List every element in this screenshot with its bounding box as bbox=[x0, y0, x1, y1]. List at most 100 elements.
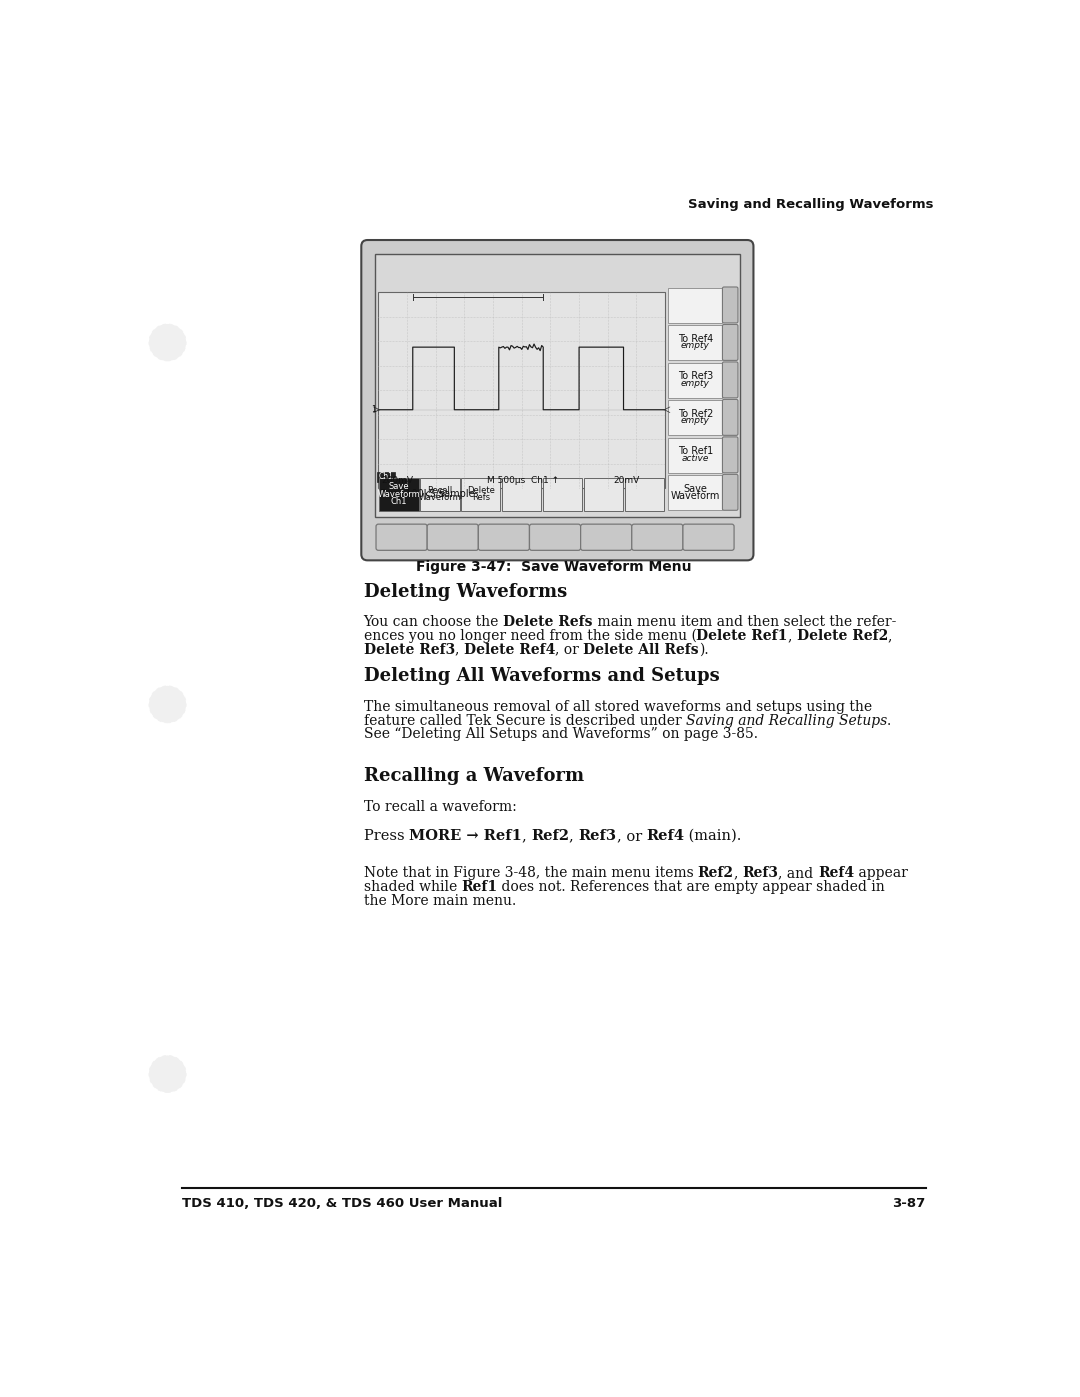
Text: Waveform: Waveform bbox=[671, 490, 720, 500]
Text: Ref2: Ref2 bbox=[531, 828, 569, 842]
Text: (main).: (main). bbox=[685, 828, 742, 842]
Text: Run: 100kS/s: Run: 100kS/s bbox=[380, 489, 444, 499]
FancyBboxPatch shape bbox=[529, 524, 581, 550]
Text: active: active bbox=[681, 454, 708, 462]
Circle shape bbox=[149, 324, 186, 360]
Bar bbox=[669, 363, 723, 398]
Text: Sample: Sample bbox=[438, 489, 475, 499]
Text: .: . bbox=[887, 714, 891, 728]
FancyBboxPatch shape bbox=[632, 524, 683, 550]
Text: Ref2: Ref2 bbox=[698, 866, 733, 880]
Bar bbox=[501, 478, 541, 511]
Text: Save: Save bbox=[389, 482, 409, 490]
Text: empty: empty bbox=[680, 341, 710, 351]
Text: Waveform: Waveform bbox=[418, 493, 461, 503]
Text: ,: , bbox=[569, 828, 579, 842]
Bar bbox=[377, 472, 395, 482]
FancyBboxPatch shape bbox=[723, 324, 738, 360]
Text: ,: , bbox=[455, 643, 463, 657]
FancyBboxPatch shape bbox=[428, 524, 478, 550]
Text: empty: empty bbox=[680, 416, 710, 425]
Text: Saving and Recalling Setups: Saving and Recalling Setups bbox=[686, 714, 887, 728]
Text: MORE → Ref1: MORE → Ref1 bbox=[409, 828, 522, 842]
FancyBboxPatch shape bbox=[723, 437, 738, 472]
Text: See “Deleting All Setups and Waveforms” on page 3-85.: See “Deleting All Setups and Waveforms” … bbox=[364, 728, 758, 742]
Text: To Ref3: To Ref3 bbox=[678, 372, 713, 381]
Bar bbox=[461, 478, 500, 511]
Text: ,: , bbox=[522, 828, 531, 842]
Text: 200mV: 200mV bbox=[381, 476, 414, 485]
Text: ences you no longer need from the side menu (: ences you no longer need from the side m… bbox=[364, 629, 697, 643]
Text: the More main menu.: the More main menu. bbox=[364, 894, 516, 908]
Text: 3-87: 3-87 bbox=[892, 1197, 926, 1210]
Bar bbox=[420, 478, 459, 511]
Text: Delete All Refs: Delete All Refs bbox=[583, 643, 699, 657]
Bar bbox=[669, 437, 723, 472]
FancyBboxPatch shape bbox=[362, 240, 754, 560]
FancyBboxPatch shape bbox=[723, 475, 738, 510]
Text: Refs: Refs bbox=[472, 493, 490, 503]
Text: Delete Ref2: Delete Ref2 bbox=[797, 629, 888, 643]
Text: Note that in Figure 3-48, the main menu items: Note that in Figure 3-48, the main menu … bbox=[364, 866, 698, 880]
Bar bbox=[669, 400, 723, 436]
Text: Ref4: Ref4 bbox=[818, 866, 854, 880]
FancyBboxPatch shape bbox=[683, 524, 734, 550]
FancyBboxPatch shape bbox=[478, 524, 529, 550]
Text: Ref1: Ref1 bbox=[461, 880, 498, 894]
Text: shaded while: shaded while bbox=[364, 880, 461, 894]
Text: Ch1: Ch1 bbox=[391, 497, 407, 506]
Text: appear: appear bbox=[854, 866, 908, 880]
Text: Ref3: Ref3 bbox=[579, 828, 617, 842]
Text: Delete Ref4: Delete Ref4 bbox=[463, 643, 555, 657]
Text: Ref4: Ref4 bbox=[647, 828, 685, 842]
Text: Saving and Recalling Waveforms: Saving and Recalling Waveforms bbox=[688, 197, 933, 211]
Text: Waveform: Waveform bbox=[377, 489, 420, 499]
Text: empty: empty bbox=[680, 379, 710, 388]
Bar bbox=[583, 478, 623, 511]
Bar bbox=[378, 292, 665, 488]
Text: TDS 410, TDS 420, & TDS 460 User Manual: TDS 410, TDS 420, & TDS 460 User Manual bbox=[181, 1197, 502, 1210]
Circle shape bbox=[149, 686, 186, 722]
Text: Recalling a Waveform: Recalling a Waveform bbox=[364, 767, 584, 785]
Text: 20mV: 20mV bbox=[613, 476, 639, 485]
Bar bbox=[669, 326, 723, 360]
Text: Deleting Waveforms: Deleting Waveforms bbox=[364, 583, 567, 601]
Text: To Ref4: To Ref4 bbox=[678, 334, 713, 344]
Text: 1: 1 bbox=[372, 405, 376, 415]
Text: Delete Refs: Delete Refs bbox=[503, 615, 593, 629]
Bar bbox=[379, 478, 419, 511]
Bar bbox=[669, 475, 723, 510]
Text: Save: Save bbox=[684, 483, 707, 495]
Text: ).: ). bbox=[699, 643, 708, 657]
Bar bbox=[624, 478, 664, 511]
Text: Ref3: Ref3 bbox=[742, 866, 779, 880]
Bar bbox=[542, 478, 582, 511]
Text: M 500μs  Ch1 ↑: M 500μs Ch1 ↑ bbox=[487, 476, 559, 485]
Text: does not. References that are empty appear shaded in: does not. References that are empty appe… bbox=[498, 880, 886, 894]
Text: Figure 3-47:  Save Waveform Menu: Figure 3-47: Save Waveform Menu bbox=[416, 560, 691, 574]
FancyBboxPatch shape bbox=[723, 362, 738, 398]
Text: Press: Press bbox=[364, 828, 409, 842]
Text: To recall a waveform:: To recall a waveform: bbox=[364, 800, 516, 814]
FancyBboxPatch shape bbox=[723, 286, 738, 323]
Text: Delete Ref3: Delete Ref3 bbox=[364, 643, 455, 657]
Text: Recall: Recall bbox=[428, 486, 453, 495]
Text: Delete Ref1: Delete Ref1 bbox=[697, 629, 788, 643]
Text: Deleting All Waveforms and Setups: Deleting All Waveforms and Setups bbox=[364, 668, 719, 686]
Text: ,: , bbox=[733, 866, 743, 880]
Text: ,: , bbox=[888, 629, 892, 643]
Text: feature called Tek Secure is described under: feature called Tek Secure is described u… bbox=[364, 714, 686, 728]
Text: ,: , bbox=[788, 629, 797, 643]
Text: main menu item and then select the refer-: main menu item and then select the refer… bbox=[593, 615, 896, 629]
Text: , and: , and bbox=[779, 866, 818, 880]
Circle shape bbox=[149, 1056, 186, 1092]
FancyBboxPatch shape bbox=[723, 400, 738, 436]
FancyBboxPatch shape bbox=[581, 524, 632, 550]
Text: To Ref2: To Ref2 bbox=[677, 409, 713, 419]
Text: Delete: Delete bbox=[467, 486, 495, 495]
Text: You can choose the: You can choose the bbox=[364, 615, 503, 629]
FancyBboxPatch shape bbox=[376, 524, 428, 550]
Bar bbox=[669, 288, 723, 323]
Text: , or: , or bbox=[555, 643, 583, 657]
Text: , or: , or bbox=[617, 828, 647, 842]
